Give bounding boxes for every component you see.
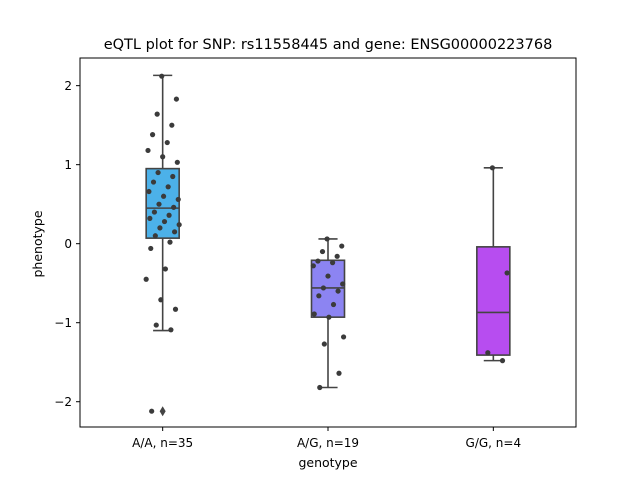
x-tick-label-0: A/A, n=35	[132, 436, 193, 450]
y-tick-label-1: −1	[54, 316, 72, 330]
data-point-0-1	[173, 96, 180, 102]
data-point-0-2	[154, 111, 160, 117]
chart-title: eQTL plot for SNP: rs11558445 and gene: …	[104, 37, 553, 53]
data-point-0-29	[143, 276, 149, 282]
data-point-1-16	[321, 341, 327, 347]
data-point-0-4	[149, 132, 156, 138]
data-point-1-6	[310, 263, 316, 269]
data-point-1-4	[315, 258, 321, 264]
y-axis-label: phenotype	[30, 210, 45, 277]
data-point-2-1	[504, 270, 510, 276]
data-point-2-0	[489, 165, 496, 171]
data-point-1-7	[325, 273, 331, 279]
data-point-0-17	[171, 204, 177, 210]
data-point-1-13	[311, 311, 317, 317]
data-point-1-0	[324, 236, 330, 242]
data-point-0-21	[161, 218, 168, 225]
data-point-0-3	[169, 122, 175, 128]
x-axis-label: genotype	[298, 455, 357, 470]
data-point-1-8	[340, 281, 346, 287]
data-point-1-10	[335, 288, 341, 294]
data-point-0-25	[152, 233, 158, 239]
data-point-0-18	[151, 209, 158, 215]
data-point-1-11	[316, 293, 322, 299]
data-point-0-33	[168, 327, 174, 333]
data-point-0-31	[172, 306, 179, 312]
data-point-1-9	[320, 285, 327, 291]
data-point-0-12	[165, 184, 171, 190]
data-point-0-32	[153, 322, 159, 328]
data-point-0-0	[159, 73, 165, 79]
data-point-1-12	[330, 301, 337, 308]
data-point-2-2	[485, 350, 491, 356]
data-point-0-7	[160, 154, 166, 160]
data-point-0-26	[167, 239, 173, 245]
x-tick-label-1: A/G, n=19	[297, 436, 359, 450]
data-point-0-24	[171, 229, 178, 235]
data-point-0-10	[170, 173, 176, 180]
box-2	[476, 246, 511, 356]
y-tick-label-2: 0	[64, 237, 72, 251]
data-point-0-14	[160, 193, 167, 199]
data-point-0-8	[174, 159, 180, 165]
outlier-0-0	[159, 406, 166, 417]
y-tick-label-4: 2	[64, 79, 72, 93]
data-point-1-5	[329, 260, 336, 266]
data-point-1-2	[319, 248, 326, 255]
data-point-0-15	[175, 196, 181, 203]
data-point-0-19	[166, 212, 172, 218]
y-tick-label-3: 1	[64, 158, 72, 172]
data-point-2-3	[499, 358, 506, 364]
data-point-0-23	[157, 225, 163, 231]
data-point-1-15	[340, 334, 347, 340]
data-point-0-13	[146, 188, 152, 195]
data-point-1-17	[336, 370, 342, 376]
plot-area: −2 −1 0 1 2 A/A, n=35 A/G, n=19 G/G, n=4	[54, 57, 577, 450]
x-tick-label-2: G/G, n=4	[466, 436, 522, 450]
y-tick-label-0: −2	[54, 395, 72, 409]
data-point-1-18	[317, 384, 323, 391]
data-point-1-3	[334, 253, 340, 259]
data-point-0-34	[149, 408, 155, 414]
data-point-0-20	[147, 215, 153, 222]
data-point-1-1	[339, 243, 345, 249]
data-point-0-22	[176, 222, 182, 228]
data-point-0-9	[155, 169, 161, 176]
box-0	[145, 167, 180, 239]
data-point-0-11	[150, 179, 157, 185]
data-point-0-30	[158, 297, 164, 303]
data-point-0-16	[156, 201, 162, 207]
data-point-0-27	[148, 245, 154, 252]
data-point-0-28	[162, 266, 169, 272]
data-point-1-14	[326, 314, 332, 320]
data-point-0-5	[164, 139, 170, 146]
data-point-0-6	[145, 147, 151, 154]
